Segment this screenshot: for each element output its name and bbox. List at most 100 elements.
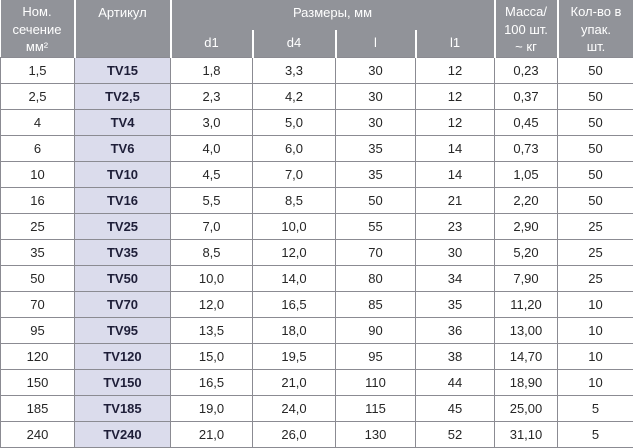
header-l: l (336, 30, 416, 57)
cell-d1: 8,5 (171, 239, 253, 265)
cell-d1: 3,0 (171, 109, 253, 135)
cell-l: 30 (336, 109, 416, 135)
cell-d1: 2,3 (171, 83, 253, 109)
cell-d1: 7,0 (171, 213, 253, 239)
cell-l: 55 (336, 213, 416, 239)
cell-article: TV4 (75, 109, 171, 135)
cell-qty: 10 (558, 291, 633, 317)
cell-l: 30 (336, 57, 416, 83)
cell-d4: 14,0 (253, 265, 336, 291)
cell-article: TV2,5 (75, 83, 171, 109)
cell-d4: 18,0 (253, 317, 336, 343)
cell-d1: 10,0 (171, 265, 253, 291)
cell-l1: 52 (416, 421, 495, 447)
cell-l: 130 (336, 421, 416, 447)
cell-l1: 23 (416, 213, 495, 239)
cell-l1: 14 (416, 135, 495, 161)
cell-l1: 12 (416, 83, 495, 109)
cell-section: 70 (1, 291, 75, 317)
cell-l1: 44 (416, 369, 495, 395)
cell-l: 35 (336, 135, 416, 161)
cell-article: TV35 (75, 239, 171, 265)
cell-section: 10 (1, 161, 75, 187)
cell-qty: 25 (558, 213, 633, 239)
cell-d1: 4,5 (171, 161, 253, 187)
cell-qty: 5 (558, 421, 633, 447)
cell-mass: 7,90 (495, 265, 558, 291)
cell-qty: 50 (558, 109, 633, 135)
cell-l1: 34 (416, 265, 495, 291)
cell-mass: 2,90 (495, 213, 558, 239)
cell-article: TV70 (75, 291, 171, 317)
cell-qty: 5 (558, 395, 633, 421)
cell-l: 95 (336, 343, 416, 369)
cell-section: 25 (1, 213, 75, 239)
cell-mass: 25,00 (495, 395, 558, 421)
cell-article: TV6 (75, 135, 171, 161)
cell-section: 16 (1, 187, 75, 213)
cell-l1: 14 (416, 161, 495, 187)
cell-section: 185 (1, 395, 75, 421)
cell-l: 35 (336, 161, 416, 187)
cell-d1: 4,0 (171, 135, 253, 161)
cell-article: TV50 (75, 265, 171, 291)
header-dimensions-group: Размеры, мм (171, 0, 495, 30)
cell-section: 150 (1, 369, 75, 395)
cell-l: 110 (336, 369, 416, 395)
cell-l1: 38 (416, 343, 495, 369)
cell-d1: 16,5 (171, 369, 253, 395)
cell-mass: 14,70 (495, 343, 558, 369)
cell-l: 90 (336, 317, 416, 343)
cell-article: TV240 (75, 421, 171, 447)
cell-article: TV10 (75, 161, 171, 187)
cell-d4: 24,0 (253, 395, 336, 421)
cell-l1: 12 (416, 109, 495, 135)
cell-mass: 1,05 (495, 161, 558, 187)
cell-d4: 5,0 (253, 109, 336, 135)
header-mass: Масса/ 100 шт. ~ кг (495, 0, 558, 57)
cell-l1: 21 (416, 187, 495, 213)
cell-d4: 7,0 (253, 161, 336, 187)
cell-qty: 50 (558, 161, 633, 187)
cell-article: TV150 (75, 369, 171, 395)
cell-mass: 11,20 (495, 291, 558, 317)
cell-l: 80 (336, 265, 416, 291)
cell-mass: 13,00 (495, 317, 558, 343)
cell-section: 95 (1, 317, 75, 343)
cell-article: TV15 (75, 57, 171, 83)
cell-section: 50 (1, 265, 75, 291)
cell-article: TV185 (75, 395, 171, 421)
cell-d4: 3,3 (253, 57, 336, 83)
cell-qty: 10 (558, 343, 633, 369)
header-d4: d4 (253, 30, 336, 57)
cell-qty: 50 (558, 83, 633, 109)
cell-d4: 26,0 (253, 421, 336, 447)
cell-d1: 21,0 (171, 421, 253, 447)
cell-mass: 0,73 (495, 135, 558, 161)
cell-l: 50 (336, 187, 416, 213)
cell-qty: 50 (558, 187, 633, 213)
header-d1: d1 (171, 30, 253, 57)
cell-d4: 19,5 (253, 343, 336, 369)
cell-d4: 12,0 (253, 239, 336, 265)
cell-d4: 10,0 (253, 213, 336, 239)
cell-d4: 4,2 (253, 83, 336, 109)
cell-l: 85 (336, 291, 416, 317)
cell-section: 120 (1, 343, 75, 369)
cell-article: TV120 (75, 343, 171, 369)
cell-qty: 25 (558, 265, 633, 291)
cell-l1: 45 (416, 395, 495, 421)
